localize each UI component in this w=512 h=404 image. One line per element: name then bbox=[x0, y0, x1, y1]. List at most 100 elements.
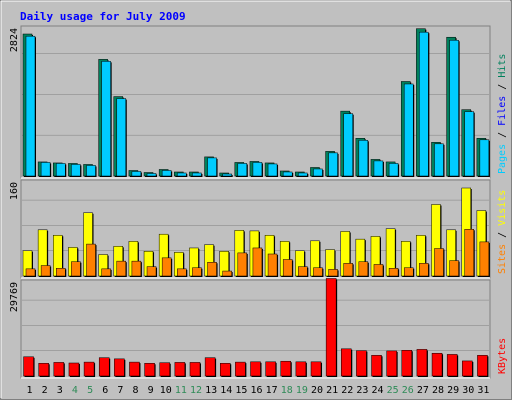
bar-sites-8 bbox=[131, 260, 142, 277]
bar-kbytes-1 bbox=[23, 356, 34, 377]
x-label-31: 31 bbox=[477, 385, 489, 396]
x-label-11: 11 bbox=[175, 385, 187, 396]
y-max-label: 2824 bbox=[9, 28, 20, 52]
x-label-13: 13 bbox=[205, 385, 217, 396]
bar-files-7 bbox=[116, 98, 127, 177]
bar-kbytes-17 bbox=[265, 361, 276, 377]
legend-entry: Hits bbox=[497, 54, 508, 78]
bar-files-11 bbox=[177, 172, 187, 177]
bar-sites-6 bbox=[101, 268, 111, 277]
bar-sites-12 bbox=[192, 267, 202, 277]
x-label-2: 2 bbox=[42, 385, 48, 396]
x-label-4: 4 bbox=[72, 385, 78, 396]
bar-sites-5 bbox=[86, 243, 96, 277]
legend-entry: Files bbox=[497, 96, 508, 126]
bar-sites-23 bbox=[358, 261, 369, 277]
x-label-15: 15 bbox=[235, 385, 247, 396]
chart-panels: 2824 Pages / Files / Hits 160 Sites / Visit… bbox=[9, 25, 508, 379]
x-label-20: 20 bbox=[311, 385, 323, 396]
bar-files-17 bbox=[267, 163, 278, 177]
bar-kbytes-12 bbox=[189, 362, 201, 377]
bar-files-13 bbox=[207, 157, 217, 177]
bar-kbytes-13 bbox=[204, 357, 216, 377]
bar-files-19 bbox=[298, 172, 308, 177]
bar-sites-27 bbox=[419, 263, 429, 277]
bar-kbytes-26 bbox=[401, 350, 413, 377]
x-label-19: 19 bbox=[296, 385, 308, 396]
legend-bottom: KBytes bbox=[497, 338, 508, 374]
bar-kbytes-15 bbox=[235, 361, 246, 377]
bar-sites-17 bbox=[267, 253, 278, 277]
x-label-14: 14 bbox=[220, 385, 232, 396]
bar-files-16 bbox=[252, 162, 263, 177]
legend-middle: Sites / Visits bbox=[497, 190, 508, 274]
bar-sites-24 bbox=[373, 264, 384, 277]
bar-files-9 bbox=[146, 173, 157, 177]
legend-entry: Sites bbox=[497, 244, 508, 274]
bar-files-3 bbox=[56, 163, 66, 177]
bar-files-1 bbox=[25, 35, 36, 177]
x-label-17: 17 bbox=[266, 385, 278, 396]
bar-files-20 bbox=[313, 168, 323, 177]
x-label-5: 5 bbox=[87, 385, 93, 396]
bar-files-27 bbox=[419, 31, 429, 177]
bar-files-21 bbox=[328, 152, 338, 177]
bar-sites-14 bbox=[222, 270, 232, 277]
bar-files-15 bbox=[237, 163, 248, 177]
x-label-27: 27 bbox=[417, 385, 429, 396]
bar-kbytes-31 bbox=[477, 355, 488, 377]
bar-files-5 bbox=[86, 165, 96, 177]
bar-files-23 bbox=[358, 140, 369, 177]
x-label-7: 7 bbox=[117, 385, 123, 396]
bar-sites-20 bbox=[313, 267, 323, 277]
bar-sites-31 bbox=[479, 241, 490, 277]
x-label-8: 8 bbox=[132, 385, 138, 396]
bar-kbytes-16 bbox=[250, 361, 261, 377]
bar-files-30 bbox=[464, 111, 474, 177]
bar-kbytes-20 bbox=[310, 361, 322, 377]
chart-title: Daily usage for July 2009 bbox=[20, 10, 186, 23]
bar-files-24 bbox=[373, 160, 384, 177]
bar-sites-9 bbox=[146, 266, 157, 277]
bar-files-10 bbox=[161, 170, 172, 177]
x-label-3: 3 bbox=[57, 385, 63, 396]
x-label-9: 9 bbox=[148, 385, 154, 396]
bar-sites-25 bbox=[388, 268, 399, 277]
bar-kbytes-2 bbox=[38, 363, 49, 377]
x-label-28: 28 bbox=[432, 385, 444, 396]
x-label-25: 25 bbox=[387, 385, 399, 396]
bar-files-12 bbox=[192, 172, 202, 177]
bar-sites-15 bbox=[237, 252, 248, 277]
x-label-6: 6 bbox=[102, 385, 108, 396]
bar-sites-22 bbox=[343, 263, 353, 277]
legend-entry: Visits bbox=[497, 190, 508, 226]
x-label-18: 18 bbox=[281, 385, 293, 396]
panel-bottom: 29769 KBytes bbox=[9, 278, 508, 379]
bar-sites-19 bbox=[298, 266, 308, 277]
panel-middle: 160 Sites / Visits bbox=[9, 179, 508, 279]
bar-sites-29 bbox=[449, 260, 459, 277]
panel-top: 2824 Pages / Files / Hits bbox=[9, 25, 508, 179]
legend-separator: / bbox=[497, 226, 508, 244]
legend-separator: / bbox=[497, 78, 508, 96]
bar-kbytes-21 bbox=[325, 278, 337, 377]
bar-files-26 bbox=[403, 83, 414, 177]
bar-files-25 bbox=[388, 163, 399, 177]
bar-files-18 bbox=[282, 171, 293, 177]
bar-kbytes-24 bbox=[371, 355, 382, 377]
bar-sites-28 bbox=[434, 248, 444, 277]
bar-files-14 bbox=[222, 173, 232, 177]
x-label-12: 12 bbox=[190, 385, 202, 396]
bar-kbytes-4 bbox=[68, 362, 80, 377]
bar-kbytes-10 bbox=[159, 362, 170, 377]
bar-kbytes-30 bbox=[462, 360, 473, 377]
bar-sites-16 bbox=[252, 247, 263, 277]
x-axis-labels: 1 2 3 4 5 6 7 8 9 10 11 12 13 14 15 16 17 18 19 20 21 22 23 24 2… bbox=[27, 385, 490, 396]
legend-separator: / bbox=[497, 126, 508, 144]
bar-sites-11 bbox=[177, 268, 187, 277]
x-label-26: 26 bbox=[402, 385, 414, 396]
bar-sites-13 bbox=[207, 262, 217, 277]
x-label-30: 30 bbox=[462, 385, 474, 396]
y-max-label: 160 bbox=[9, 182, 20, 200]
bar-kbytes-23 bbox=[356, 350, 367, 377]
